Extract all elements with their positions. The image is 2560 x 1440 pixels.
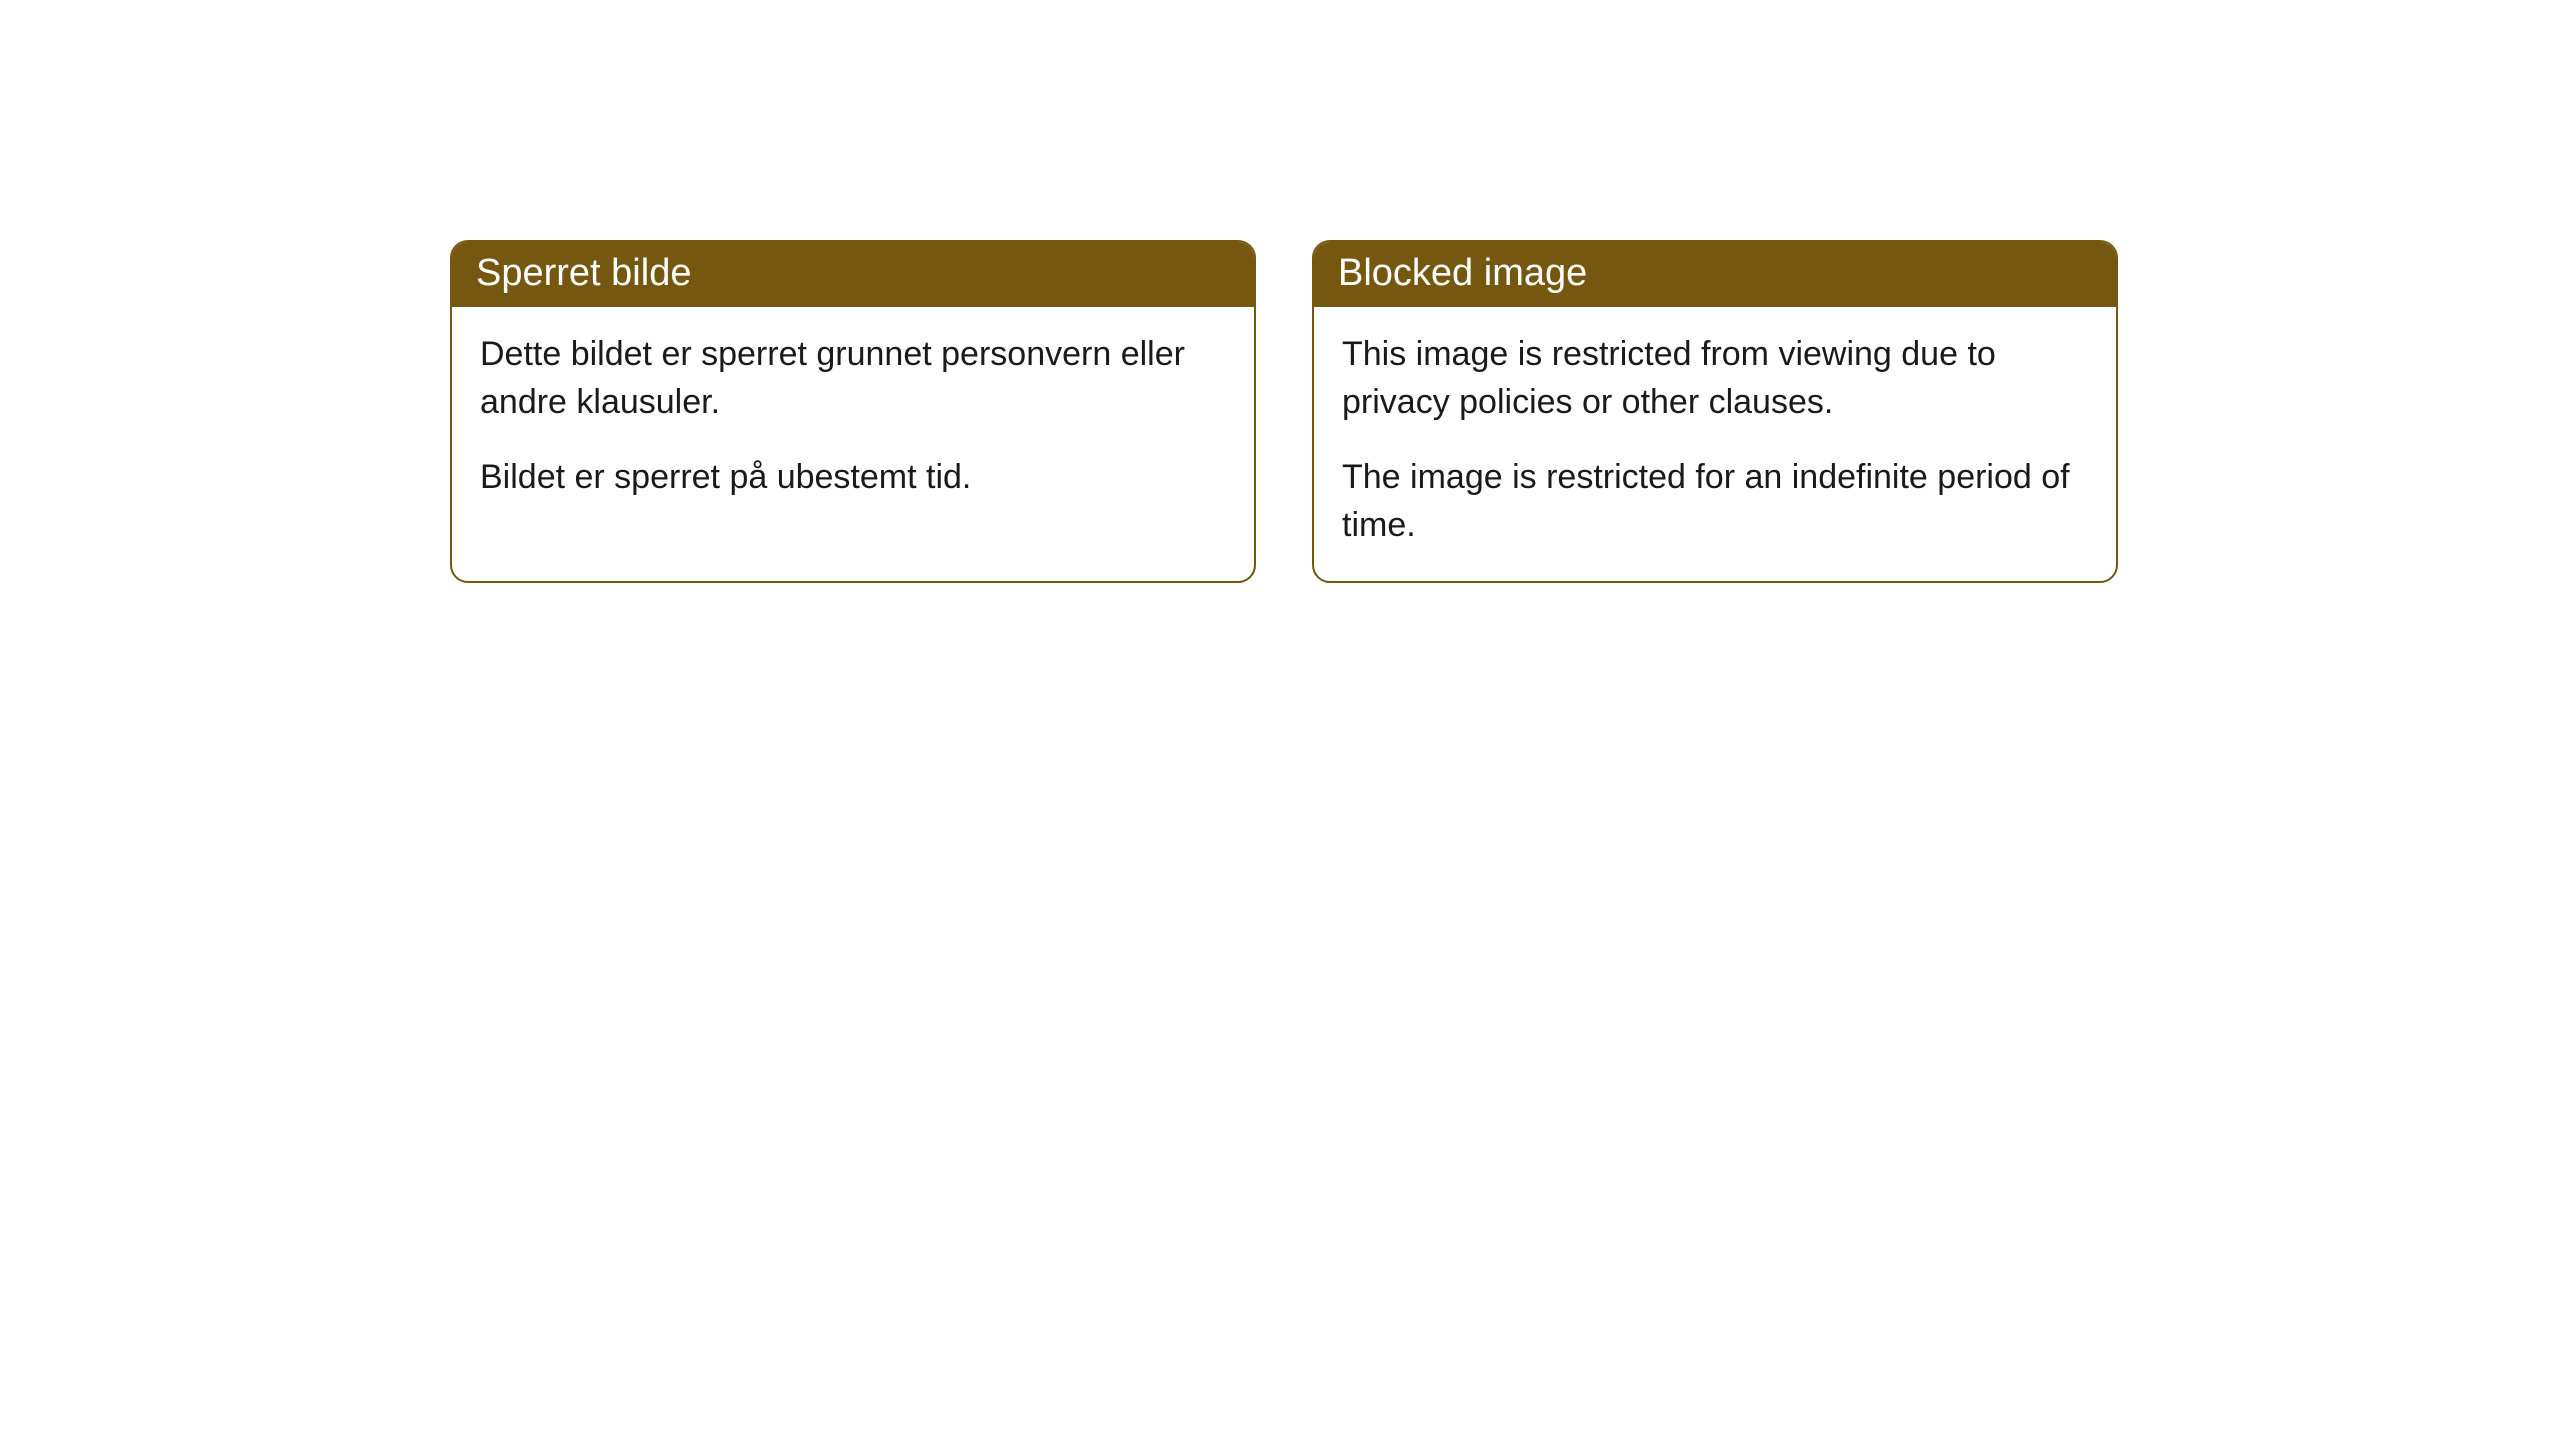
cards-container: Sperret bilde Dette bildet er sperret gr…: [450, 240, 2118, 583]
card-header-english: Blocked image: [1314, 242, 2116, 307]
card-title: Blocked image: [1338, 252, 1587, 294]
card-header-norwegian: Sperret bilde: [452, 242, 1254, 307]
card-english: Blocked image This image is restricted f…: [1312, 240, 2118, 583]
card-paragraph: The image is restricted for an indefinit…: [1342, 454, 2088, 549]
card-body-norwegian: Dette bildet er sperret grunnet personve…: [452, 307, 1254, 534]
card-paragraph: Dette bildet er sperret grunnet personve…: [480, 331, 1226, 426]
card-title: Sperret bilde: [476, 252, 691, 294]
card-paragraph: Bildet er sperret på ubestemt tid.: [480, 454, 1226, 502]
card-norwegian: Sperret bilde Dette bildet er sperret gr…: [450, 240, 1256, 583]
card-body-english: This image is restricted from viewing du…: [1314, 307, 2116, 581]
card-paragraph: This image is restricted from viewing du…: [1342, 331, 2088, 426]
